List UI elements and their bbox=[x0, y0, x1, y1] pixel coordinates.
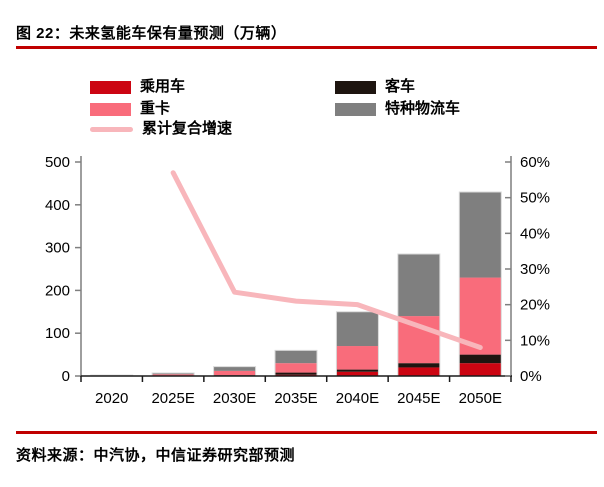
legend-item-passenger-car: 乘用车 bbox=[90, 79, 185, 95]
left-axis-tick-label: 0 bbox=[62, 368, 70, 385]
left-axis-tick-label: 200 bbox=[45, 282, 70, 299]
legend-swatch-bus bbox=[335, 80, 376, 94]
x-axis-category-label: 2035E bbox=[274, 390, 317, 407]
cagr-line bbox=[170, 170, 483, 350]
right-axis-tick-label: 50% bbox=[520, 190, 550, 207]
x-axis-category-label: 2030E bbox=[213, 390, 256, 407]
bar-outline bbox=[335, 311, 379, 376]
right-axis-tick-label: 30% bbox=[520, 261, 550, 278]
legend-label-special-logistics: 特种物流车 bbox=[385, 100, 461, 117]
left-axis-tick-label: 100 bbox=[45, 325, 70, 342]
legend-item-bus: 客车 bbox=[335, 79, 415, 95]
legend-item-special-logistics: 特种物流车 bbox=[335, 101, 460, 117]
x-axis-category-label: 2020 bbox=[95, 390, 128, 407]
x-axis-category-label: 2025E bbox=[151, 390, 194, 407]
legend-swatch-passenger-car bbox=[90, 80, 131, 94]
left-axis-tick-label: 400 bbox=[45, 197, 70, 214]
x-axis-category-label: 2050E bbox=[459, 390, 502, 407]
bar-segment bbox=[275, 372, 317, 375]
right-axis-tick-label: 20% bbox=[520, 297, 550, 314]
bar-segment bbox=[336, 346, 379, 370]
bar-segment bbox=[275, 350, 317, 364]
legend-label-cagr-line: 累计复合增速 bbox=[142, 120, 233, 137]
bar-outline bbox=[213, 366, 257, 376]
bar-segment bbox=[152, 373, 195, 375]
bar-segment bbox=[336, 369, 379, 372]
bar-segment bbox=[336, 311, 379, 347]
x-axis-category-label: 2040E bbox=[336, 390, 379, 407]
legend-swatch-heavy-truck bbox=[90, 102, 131, 116]
x-axis-category-label: 2045E bbox=[397, 390, 440, 407]
bar-segment bbox=[275, 363, 317, 373]
bar-segment bbox=[397, 254, 440, 317]
bar-segment bbox=[397, 367, 440, 376]
legend-swatch-special-logistics bbox=[335, 102, 376, 116]
legend-item-cagr-line: 累计复合增速 bbox=[90, 121, 232, 137]
source-note: 资料来源：中汽协，中信证券研究部预测 bbox=[16, 447, 296, 464]
bar-segment bbox=[459, 354, 502, 364]
footer-rule bbox=[16, 431, 597, 434]
legend-label-heavy-truck: 重卡 bbox=[140, 100, 171, 117]
right-axis-tick-label: 10% bbox=[520, 332, 550, 349]
bar-outline bbox=[397, 253, 441, 376]
left-axis-tick-label: 300 bbox=[45, 240, 70, 257]
bar-segment bbox=[152, 374, 195, 376]
bar-segment bbox=[459, 191, 502, 278]
bar-outline bbox=[274, 349, 318, 376]
bar-segment bbox=[397, 363, 440, 368]
bar-segment bbox=[336, 371, 379, 376]
legend-item-heavy-truck: 重卡 bbox=[90, 101, 170, 117]
bar-outline bbox=[151, 372, 195, 376]
right-axis-tick-label: 40% bbox=[520, 225, 550, 242]
bar-segment bbox=[213, 366, 256, 371]
legend-label-passenger-car: 乘用车 bbox=[140, 78, 186, 95]
right-axis-tick-label: 60% bbox=[520, 154, 550, 171]
right-axis-tick-label: 0% bbox=[520, 368, 542, 385]
left-axis-tick-label: 500 bbox=[45, 154, 70, 171]
figure-title: 图 22：未来氢能车保有量预测（万辆） bbox=[16, 25, 287, 42]
title-rule bbox=[16, 46, 597, 49]
bar-segment bbox=[213, 370, 256, 376]
legend-swatch-cagr-line bbox=[90, 126, 133, 132]
bar-segment bbox=[459, 363, 502, 376]
bar-outline bbox=[458, 191, 502, 376]
legend-label-bus: 客车 bbox=[385, 78, 416, 95]
